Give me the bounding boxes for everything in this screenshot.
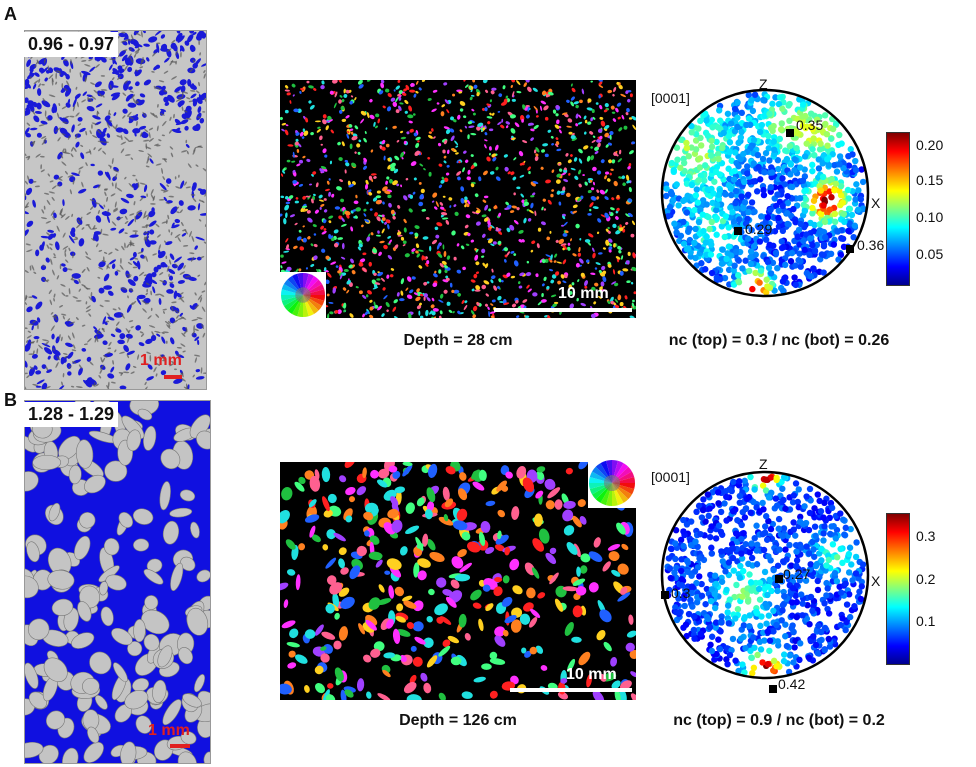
map-scale-label-b: 10 mm — [566, 666, 617, 683]
pole-value-label: 0.3 — [671, 585, 691, 601]
map-scale-bar-b — [510, 688, 632, 692]
colorbar-tick-label: 0.2 — [916, 571, 936, 587]
pole-value-label: 0.42 — [778, 676, 806, 692]
microstructure-image-a — [24, 30, 207, 390]
pole-z-label-b: Z — [759, 456, 768, 472]
colorbar-a — [886, 132, 910, 286]
density-range-label-a: 0.96 - 0.97 — [24, 32, 119, 57]
pole-value-label: 0.27 — [783, 566, 811, 582]
pole-value-label: 0.36 — [857, 237, 885, 253]
pole-x-label-a: X — [871, 195, 881, 211]
pole-figure-b — [645, 457, 885, 697]
panel-letter-a: A — [4, 4, 17, 24]
density-range-label-b: 1.28 - 1.29 — [24, 402, 119, 427]
scale-bar-b — [170, 744, 190, 748]
pole-value-label: 0.35 — [796, 117, 824, 133]
pole-z-label-a: Z — [759, 76, 768, 92]
microstructure-image-b — [24, 400, 211, 764]
orientation-map-b — [280, 462, 636, 700]
orientation-map-a — [280, 80, 636, 318]
colorbar-tick-label: 0.1 — [916, 613, 936, 629]
colorbar-b — [886, 513, 910, 665]
pole-x-label-b: X — [871, 573, 881, 589]
scale-bar-label-a: 1 mm — [140, 352, 182, 369]
colorbar-tick-label: 0.10 — [916, 209, 944, 225]
nc-caption-a: nc (top) = 0.3 / nc (bot) = 0.26 — [668, 332, 890, 349]
pole-value-label: 0.29 — [745, 221, 773, 237]
scale-bar-a — [164, 375, 182, 379]
map-scale-bar-a — [494, 308, 632, 312]
nc-caption-b: nc (top) = 0.9 / nc (bot) = 0.2 — [673, 712, 885, 729]
depth-caption-a: Depth = 28 cm — [403, 332, 513, 349]
pole-title-b: [0001] — [651, 469, 690, 485]
map-scale-label-a: 10 mm — [558, 285, 609, 302]
pole-title-a: [0001] — [651, 90, 690, 106]
colorbar-tick-label: 0.05 — [916, 246, 944, 262]
color-wheel-key-a — [280, 272, 326, 318]
color-wheel-key-b — [588, 458, 636, 508]
panel-letter-b: B — [4, 390, 17, 410]
depth-caption-b: Depth = 126 cm — [399, 712, 517, 729]
colorbar-tick-label: 0.20 — [916, 137, 944, 153]
scale-bar-label-b: 1 mm — [148, 722, 190, 739]
colorbar-tick-label: 0.3 — [916, 528, 936, 544]
pole-figure-a — [645, 75, 885, 315]
colorbar-tick-label: 0.15 — [916, 172, 944, 188]
